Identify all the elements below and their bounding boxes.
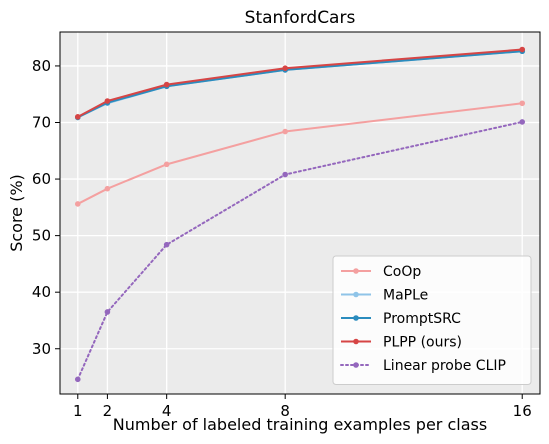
- y-tick-label: 40: [32, 283, 51, 301]
- x-axis-label: Number of labeled training examples per …: [113, 415, 487, 434]
- data-point-coop: [163, 161, 170, 168]
- data-point-linear-probe-clip: [519, 119, 526, 125]
- legend-marker-linear-probe-clip: [353, 362, 359, 368]
- data-point-linear-probe-clip: [163, 241, 170, 248]
- series-lines: [74, 46, 526, 383]
- data-point-plpp-ours: [74, 114, 81, 120]
- data-point-linear-probe-clip: [74, 376, 81, 383]
- data-point-plpp-ours: [282, 65, 288, 71]
- data-point-coop: [104, 185, 111, 192]
- data-point-plpp-ours: [519, 46, 526, 53]
- legend-box: [332, 255, 532, 385]
- x-tick-label: 8: [280, 402, 290, 420]
- data-point-linear-probe-clip: [104, 309, 111, 315]
- data-point-plpp-ours: [163, 81, 170, 88]
- data-point-coop: [74, 201, 81, 207]
- y-axis-label: Score (%): [7, 174, 26, 252]
- legend-marker-maple: [353, 291, 359, 298]
- data-point-plpp-ours: [104, 98, 111, 104]
- y-tick-label: 70: [32, 114, 51, 132]
- y-tick-label: 80: [32, 57, 51, 75]
- legend-label-plpp-ours: PLPP (ours): [383, 335, 462, 351]
- x-tick-label: 16: [513, 402, 532, 420]
- x-tick-label: 2: [103, 402, 113, 420]
- y-tick-label: 50: [32, 227, 51, 245]
- axes: 1 2 4 8 16 30 40 50 60 70 80: [32, 31, 541, 420]
- plot-frame: [59, 31, 541, 395]
- data-point-coop: [519, 100, 526, 107]
- legend-marker-coop: [353, 268, 359, 274]
- x-tick-label: 1: [73, 402, 83, 420]
- data-point-linear-probe-clip: [282, 171, 288, 178]
- y-tick-label: 60: [32, 170, 51, 188]
- data-point-coop: [282, 128, 288, 135]
- legend-marker-plpp-ours: [353, 338, 359, 345]
- legend-label-coop: CoOp: [383, 264, 421, 280]
- x-tick-label: 4: [162, 402, 172, 420]
- legend: CoOp MaPLe PromptSRC PLPP (ours) Linear prob…: [332, 255, 532, 385]
- legend-label-linear-probe-clip: Linear probe CLIP: [383, 358, 506, 374]
- series-line-linear-probe-clip: [76, 120, 524, 381]
- grid-lines: [60, 32, 540, 394]
- y-tick-label: 30: [32, 340, 51, 358]
- chart-title: StanfordCars: [245, 8, 356, 28]
- legend-marker-promptsrc: [353, 315, 359, 321]
- legend-label-promptsrc: PromptSRC: [383, 311, 461, 327]
- legend-label-maple: MaPLe: [383, 288, 428, 304]
